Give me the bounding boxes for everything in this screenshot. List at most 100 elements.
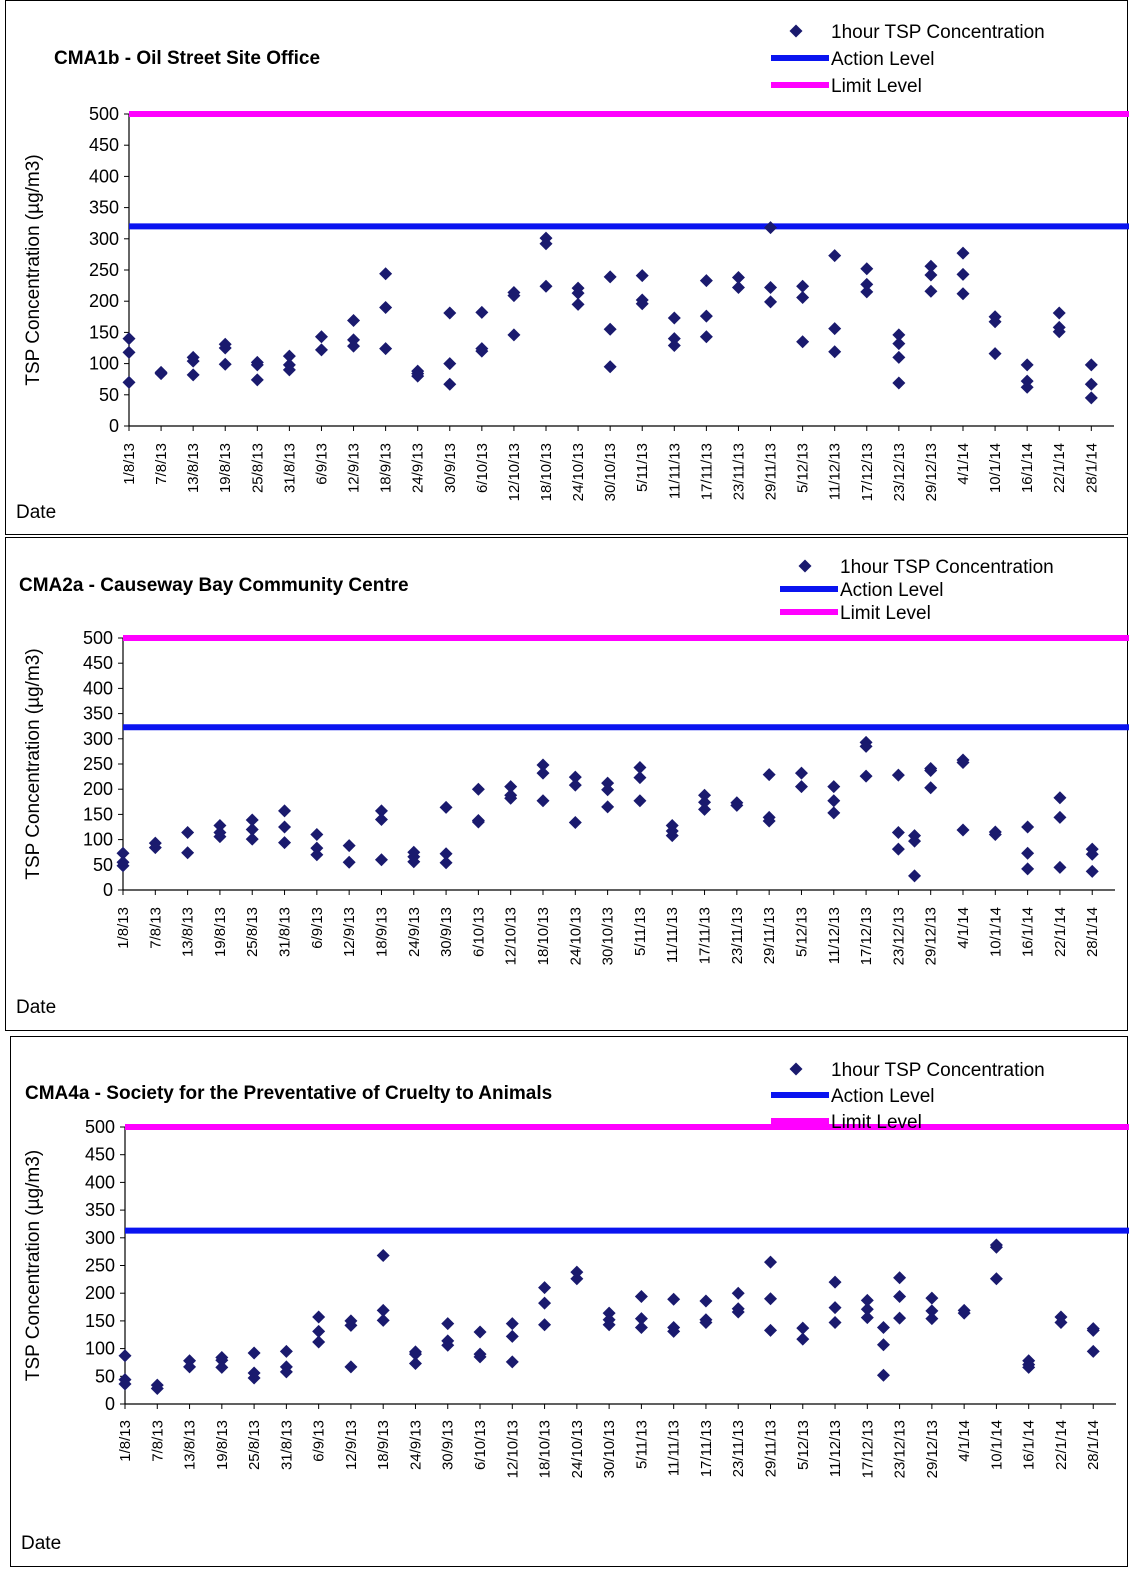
data-point bbox=[829, 1276, 842, 1289]
data-point bbox=[668, 339, 681, 352]
y-tick-label: 0 bbox=[105, 1394, 115, 1414]
data-point bbox=[1085, 358, 1098, 371]
data-point bbox=[764, 1292, 777, 1305]
data-point bbox=[375, 813, 388, 826]
x-tick-label: 25/8/13 bbox=[249, 443, 266, 493]
data-point bbox=[123, 346, 136, 359]
y-tick-label: 150 bbox=[85, 1311, 115, 1331]
y-tick-label: 300 bbox=[83, 729, 113, 749]
x-tick-label: 18/9/13 bbox=[375, 1420, 392, 1470]
data-point bbox=[1053, 307, 1066, 320]
data-point bbox=[796, 280, 809, 293]
data-point bbox=[1087, 1345, 1100, 1358]
x-tick-label: 11/12/13 bbox=[827, 1420, 844, 1477]
data-point bbox=[310, 848, 323, 861]
x-tick-label: 28/1/14 bbox=[1083, 443, 1100, 493]
chart-panel-cma1b: CMA1b - Oil Street Site Office 0 50 100 150 2… bbox=[5, 0, 1128, 535]
x-tick-label: 12/10/13 bbox=[504, 1420, 521, 1478]
data-point bbox=[441, 1317, 454, 1330]
legend-label-series: 1hour TSP Concentration bbox=[831, 22, 1045, 43]
chart-title: CMA1b - Oil Street Site Office bbox=[54, 48, 320, 69]
data-point bbox=[700, 330, 713, 343]
x-tick-label: 29/11/13 bbox=[763, 443, 780, 500]
x-tick-label: 29/12/13 bbox=[923, 443, 940, 501]
data-point bbox=[1086, 865, 1099, 878]
x-tick-label: 24/10/13 bbox=[569, 1420, 586, 1478]
data-point bbox=[440, 856, 453, 869]
data-point bbox=[440, 801, 453, 814]
data-point bbox=[443, 378, 456, 391]
data-point bbox=[377, 1249, 390, 1262]
y-tick-label: 250 bbox=[89, 260, 119, 280]
data-point bbox=[893, 1290, 906, 1303]
x-tick-label: 22/1/14 bbox=[1052, 907, 1069, 957]
x-tick-label: 25/8/13 bbox=[246, 1420, 263, 1470]
data-point bbox=[219, 358, 232, 371]
data-point bbox=[877, 1369, 890, 1382]
data-point bbox=[764, 221, 777, 234]
data-point bbox=[569, 816, 582, 829]
x-tick-label: 30/10/13 bbox=[600, 907, 617, 965]
data-point bbox=[377, 1314, 390, 1327]
data-point bbox=[181, 846, 194, 859]
data-point bbox=[1085, 378, 1098, 391]
data-point bbox=[795, 780, 808, 793]
y-tick-label: 100 bbox=[85, 1339, 115, 1359]
x-tick-label: 29/12/13 bbox=[924, 1420, 941, 1478]
data-point bbox=[344, 1360, 357, 1373]
x-tick-label: 29/12/13 bbox=[923, 907, 940, 965]
data-point bbox=[506, 1355, 519, 1368]
legend-label-limit: Limit Level bbox=[831, 1112, 922, 1133]
data-point bbox=[893, 1271, 906, 1284]
y-tick-label: 400 bbox=[89, 166, 119, 186]
data-point bbox=[312, 1335, 325, 1348]
chart-svg-cma2a: CMA2a - Causeway Bay Community Centre050… bbox=[6, 538, 1129, 1032]
x-tick-label: 7/8/13 bbox=[147, 907, 164, 949]
data-point bbox=[570, 1272, 583, 1285]
x-tick-label: 5/12/13 bbox=[795, 443, 812, 493]
legend-label-action: Action Level bbox=[831, 49, 935, 70]
data-point bbox=[957, 287, 970, 300]
x-tick-label: 6/10/13 bbox=[472, 1420, 489, 1470]
y-tick-label: 500 bbox=[89, 104, 119, 124]
data-point bbox=[764, 281, 777, 294]
x-tick-label: 7/8/13 bbox=[153, 443, 170, 485]
data-point bbox=[538, 1297, 551, 1310]
x-tick-label: 18/10/13 bbox=[535, 907, 552, 965]
data-point bbox=[278, 836, 291, 849]
data-point bbox=[635, 1290, 648, 1303]
data-point bbox=[796, 291, 809, 304]
data-point bbox=[1021, 358, 1034, 371]
x-tick-label: 17/11/13 bbox=[698, 443, 715, 500]
y-axis-label: TSP Concentration (µg/m3) bbox=[23, 154, 44, 385]
y-tick-label: 450 bbox=[89, 135, 119, 155]
chart-panel-cma4a: CMA4a - Society for the Preventative of … bbox=[10, 1036, 1128, 1567]
data-point bbox=[924, 285, 937, 298]
data-point bbox=[990, 1272, 1003, 1285]
x-tick-label: 6/9/13 bbox=[309, 907, 326, 949]
data-point bbox=[1021, 862, 1034, 875]
x-tick-label: 30/10/13 bbox=[602, 443, 619, 501]
data-point bbox=[828, 249, 841, 262]
data-point bbox=[1021, 821, 1034, 834]
chart-svg-cma4a: CMA4a - Society for the Preventative of … bbox=[11, 1037, 1129, 1568]
data-point bbox=[215, 1361, 228, 1374]
data-point bbox=[1085, 391, 1098, 404]
y-axis-label: TSP Concentration (µg/m3) bbox=[23, 648, 44, 879]
data-point bbox=[280, 1345, 293, 1358]
data-point bbox=[507, 328, 520, 341]
data-point bbox=[764, 295, 777, 308]
x-tick-label: 11/11/13 bbox=[666, 1420, 683, 1476]
data-point bbox=[379, 342, 392, 355]
data-point bbox=[989, 828, 1002, 841]
data-point bbox=[732, 1287, 745, 1300]
data-point bbox=[796, 1333, 809, 1346]
data-point bbox=[248, 1347, 261, 1360]
y-tick-label: 50 bbox=[95, 1366, 115, 1386]
data-point bbox=[187, 368, 200, 381]
data-point bbox=[123, 332, 136, 345]
data-point bbox=[908, 869, 921, 882]
legend-label-series: 1hour TSP Concentration bbox=[831, 1060, 1045, 1081]
data-point bbox=[667, 1293, 680, 1306]
x-tick-label: 1/8/13 bbox=[117, 1420, 134, 1462]
